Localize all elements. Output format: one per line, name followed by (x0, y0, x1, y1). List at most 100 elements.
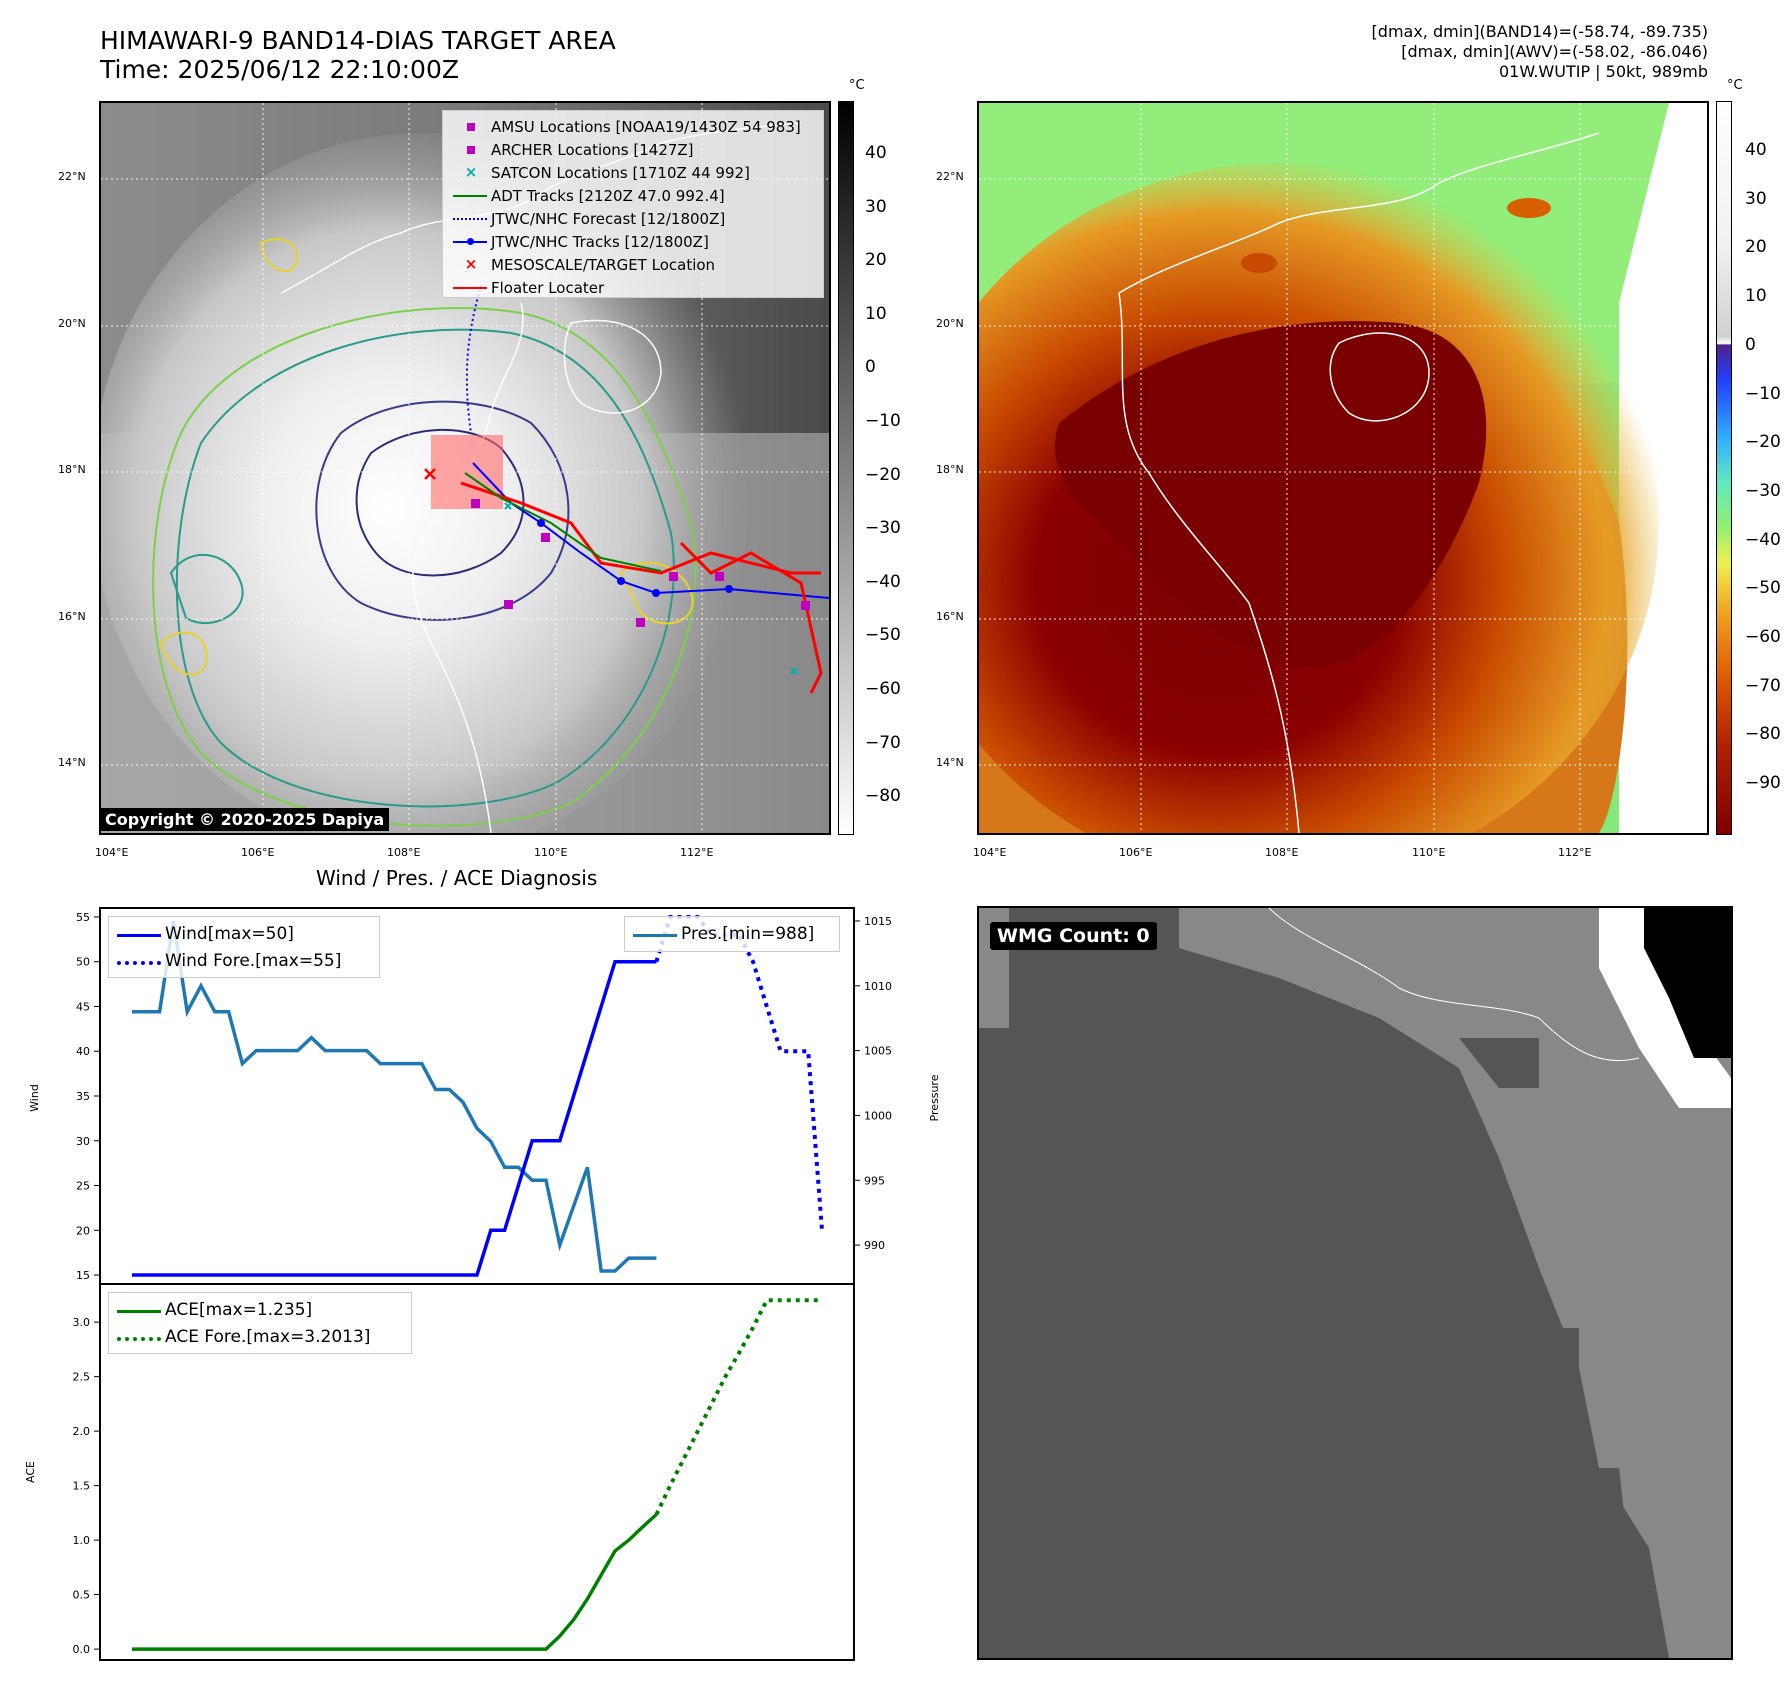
track-legend: AMSU Locations [NOAA19/1430Z 54 983] ARC… (442, 110, 824, 298)
ir-colorbar-tick: 20 (865, 250, 887, 271)
diagnosis-title: Wind / Pres. / ACE Diagnosis (316, 866, 598, 890)
ir-colorbar-tick: −30 (865, 518, 901, 539)
legend-jtwc-tracks: JTWC/NHC Tracks [12/1800Z] (451, 230, 815, 253)
pressure-tick-label: 990 (864, 1239, 885, 1252)
ir-colorbar-unit: °C (849, 78, 865, 93)
wind-tick-label: 40 (76, 1045, 90, 1058)
wind-tick-label: 25 (76, 1180, 90, 1193)
ace-axis-label: ACE (24, 1461, 37, 1483)
ir-colorbar-tick: −60 (865, 679, 901, 699)
wmg-count-badge: WMG Count: 0 (990, 922, 1157, 950)
lon-label-104: 104°E (95, 846, 129, 859)
wind-tick-label: 35 (76, 1090, 90, 1103)
storm-info: [dmax, dmin](BAND14)=(-58.74, -89.735) [… (1372, 22, 1708, 82)
ir-colorbar (838, 101, 854, 835)
wind-legend: Wind[max=50] Wind Fore.[max=55] (108, 916, 380, 978)
title-line-1: HIMAWARI-9 BAND14-DIAS TARGET AREA (100, 26, 616, 55)
pressure-series-line (132, 920, 657, 1273)
lat-label-22: 22°N (58, 170, 86, 183)
ace-tick-label: 1.5 (73, 1480, 91, 1493)
awv-colorbar-tick: 0 (1745, 334, 1756, 355)
awv-colorbar-tick: 40 (1745, 140, 1767, 160)
r-lon-label-110: 110°E (1412, 846, 1446, 859)
r-lon-label-108: 108°E (1265, 846, 1299, 859)
pressure-tick-label: 1000 (864, 1109, 892, 1122)
pressure-tick-label: 1010 (864, 980, 892, 993)
legend-archer: ARCHER Locations [1427Z] (451, 138, 815, 161)
awv-colorbar-tick: −20 (1745, 432, 1781, 453)
ir-colorbar-tick: −40 (865, 571, 901, 592)
legend-ace: ACE[max=1.235] (115, 1296, 405, 1323)
pressure-axis-label: Pressure (928, 1074, 941, 1121)
pressure-legend: Pres.[min=988] (624, 916, 840, 952)
awv-colorbar-tick: −30 (1745, 480, 1781, 501)
lon-label-112: 112°E (680, 846, 714, 859)
wind-series-line (132, 959, 657, 1277)
awv-colorbar-tick: −10 (1745, 383, 1781, 404)
awv-colorbar-tick: 30 (1745, 188, 1767, 209)
ace-legend: ACE[max=1.235] ACE Fore.[max=3.2013] (108, 1292, 412, 1354)
ir-colorbar-tick: 30 (865, 196, 887, 217)
wind-forecast-series-line (654, 915, 824, 1231)
ir-colorbar-tick: −70 (865, 732, 901, 753)
ace-forecast-series-line (654, 1298, 822, 1516)
ir-colorbar-tick: −20 (865, 464, 901, 485)
legend-target: × MESOSCALE/TARGET Location (464, 255, 716, 274)
ir-colorbar-tick: 10 (865, 303, 887, 324)
lon-label-108: 108°E (387, 846, 421, 859)
pressure-tick-label: 995 (864, 1174, 885, 1187)
ace-tick-label: 3.0 (73, 1316, 91, 1329)
awv-enhanced-map (977, 101, 1709, 835)
r-lat-label-16: 16°N (936, 610, 964, 623)
wind-tick-label: 50 (76, 956, 90, 969)
awv-colorbar-tick: 10 (1745, 286, 1767, 307)
wind-tick-label: 55 (76, 911, 90, 924)
awv-colorbar-tick: 20 (1745, 237, 1767, 258)
ir-colorbar-tick: −10 (865, 411, 901, 431)
figure-title: HIMAWARI-9 BAND14-DIAS TARGET AREA Time:… (100, 26, 616, 84)
ace-axis-ticks: 3.0 2.5 2.0 1.5 1.0 0.5 0.0 (73, 1316, 100, 1656)
lat-label-14: 14°N (58, 756, 86, 769)
r-lon-label-106: 106°E (1119, 846, 1153, 859)
wmg-panel (977, 906, 1733, 1660)
legend-satcon: × SATCON Locations [1710Z 44 992] (464, 163, 750, 182)
awv-colorbar-tick: −40 (1745, 529, 1781, 550)
legend-adt: ADT Tracks [2120Z 47.0 992.4] (451, 184, 815, 207)
ace-tick-label: 0.5 (73, 1589, 91, 1602)
ir-colorbar-tick: 40 (865, 143, 887, 163)
r-lat-label-14: 14°N (936, 756, 964, 769)
pressure-tick-label: 1015 (864, 915, 892, 928)
lat-label-20: 20°N (58, 317, 86, 330)
pressure-tick-label: 1005 (864, 1045, 892, 1058)
legend-floater: Floater Locater (451, 276, 815, 299)
r-lon-label-112: 112°E (1558, 846, 1592, 859)
pressure-axis-ticks: 1015 1010 1005 1000 995 990 (854, 915, 892, 1252)
awv-colorbar-tick: −80 (1745, 724, 1781, 745)
r-lat-label-20: 20°N (936, 317, 964, 330)
wmg-canvas (979, 908, 1731, 1658)
title-line-2: Time: 2025/06/12 22:10:00Z (100, 55, 459, 84)
ir-colorbar-tick: −50 (865, 625, 901, 646)
r-lon-label-104: 104°E (973, 846, 1007, 859)
wind-tick-label: 20 (76, 1224, 90, 1237)
legend-wind: Wind[max=50] (115, 920, 373, 947)
ace-tick-label: 0.0 (73, 1643, 91, 1656)
legend-ace-fore: ACE Fore.[max=3.2013] (115, 1323, 405, 1350)
wind-tick-label: 30 (76, 1135, 90, 1148)
lat-label-18: 18°N (58, 463, 86, 476)
awv-map-canvas (979, 103, 1707, 833)
legend-amsu: AMSU Locations [NOAA19/1430Z 54 983] (451, 115, 815, 138)
awv-colorbar-unit: °C (1727, 78, 1743, 93)
info-line-2: [dmax, dmin](AWV)=(-58.02, -86.046) (1401, 42, 1708, 61)
ir-colorbar-tick: 0 (865, 357, 876, 378)
awv-colorbar-tick: −50 (1745, 578, 1781, 599)
wind-tick-label: 15 (76, 1269, 90, 1282)
awv-colorbar-tick: −70 (1745, 675, 1781, 696)
lon-label-110: 110°E (534, 846, 568, 859)
awv-colorbar (1716, 101, 1732, 835)
ace-tick-label: 2.5 (73, 1371, 91, 1384)
legend-jtwc-forecast: JTWC/NHC Forecast [12/1800Z] (451, 207, 815, 230)
legend-pres: Pres.[min=988] (631, 920, 833, 947)
info-line-1: [dmax, dmin](BAND14)=(-58.74, -89.735) (1371, 22, 1708, 41)
